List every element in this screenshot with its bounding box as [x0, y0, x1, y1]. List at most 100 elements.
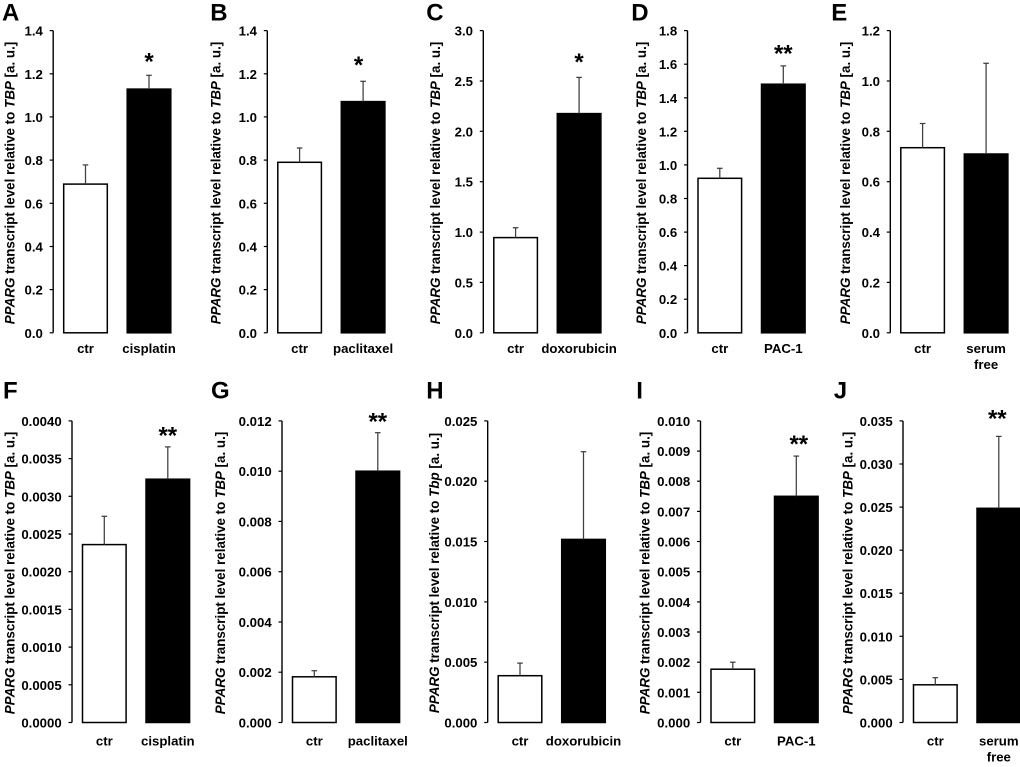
svg-text:1.4: 1.4: [659, 91, 678, 106]
svg-text:paclitaxel: paclitaxel: [333, 341, 393, 356]
svg-text:0.0040: 0.0040: [21, 414, 61, 429]
svg-text:0.4: 0.4: [862, 225, 881, 240]
svg-text:J: J: [834, 378, 847, 405]
svg-text:H: H: [426, 378, 443, 405]
svg-text:**: **: [368, 409, 387, 436]
svg-text:0.025: 0.025: [444, 414, 477, 429]
svg-text:0.5: 0.5: [455, 275, 473, 290]
svg-text:0.0025: 0.0025: [21, 527, 61, 542]
svg-text:serum: serum: [966, 341, 1006, 356]
svg-text:ctr: ctr: [507, 341, 524, 356]
svg-text:0.6: 0.6: [862, 175, 880, 190]
svg-text:A: A: [2, 0, 19, 27]
svg-text:0.0000: 0.0000: [21, 716, 61, 731]
svg-text:0.010: 0.010: [657, 414, 690, 429]
svg-text:1.2: 1.2: [25, 67, 43, 82]
svg-text:0.0030: 0.0030: [21, 489, 61, 504]
svg-text:I: I: [636, 378, 643, 405]
svg-text:cisplatin: cisplatin: [141, 734, 195, 749]
svg-text:PPARG transcript level relativ: PPARG transcript level relative to TBP […: [213, 432, 228, 715]
svg-text:*: *: [574, 49, 584, 76]
svg-text:doxorubicin: doxorubicin: [546, 734, 621, 749]
svg-text:0.4: 0.4: [239, 240, 258, 255]
svg-text:0.2: 0.2: [239, 283, 257, 298]
svg-text:ctr: ctr: [724, 734, 741, 749]
svg-text:0.005: 0.005: [444, 655, 477, 670]
svg-text:free: free: [974, 357, 998, 372]
svg-text:0.2: 0.2: [659, 292, 677, 307]
svg-text:serum: serum: [979, 734, 1019, 749]
svg-text:0.001: 0.001: [657, 685, 690, 700]
svg-text:0.8: 0.8: [659, 192, 677, 207]
svg-text:0.6: 0.6: [239, 196, 257, 211]
svg-text:0.0: 0.0: [25, 326, 43, 341]
svg-text:1.4: 1.4: [25, 24, 44, 39]
svg-text:**: **: [988, 405, 1007, 432]
svg-text:ctr: ctr: [306, 734, 323, 749]
svg-text:0.005: 0.005: [860, 672, 893, 687]
svg-text:0.2: 0.2: [25, 283, 43, 298]
svg-text:0.0010: 0.0010: [21, 640, 61, 655]
svg-text:2.0: 2.0: [455, 124, 473, 139]
svg-text:PPARG transcript level relativ: PPARG transcript level relative to TBP […: [838, 42, 853, 325]
svg-text:0.006: 0.006: [239, 565, 272, 580]
svg-text:0.0: 0.0: [455, 326, 473, 341]
svg-text:PPARG transcript level relativ: PPARG transcript level relative to TBP […: [3, 432, 18, 715]
svg-text:**: **: [158, 422, 177, 449]
svg-text:1.6: 1.6: [659, 57, 677, 72]
svg-text:ctr: ctr: [77, 341, 94, 356]
svg-text:0.2: 0.2: [862, 275, 880, 290]
svg-text:ctr: ctr: [512, 734, 529, 749]
svg-text:0.000: 0.000: [860, 716, 893, 731]
svg-text:0.000: 0.000: [657, 716, 690, 731]
svg-text:PPARG transcript level relativ: PPARG transcript level relative to TBP […: [3, 42, 18, 325]
svg-text:1.2: 1.2: [659, 124, 677, 139]
svg-text:0.010: 0.010: [444, 595, 477, 610]
svg-text:PAC-1: PAC-1: [764, 341, 803, 356]
svg-text:0.015: 0.015: [860, 586, 893, 601]
svg-text:0.0: 0.0: [659, 326, 677, 341]
svg-text:PPARG transcript level relativ: PPARG transcript level relative to TBP […: [637, 432, 652, 715]
svg-text:0.004: 0.004: [657, 595, 691, 610]
svg-text:0.020: 0.020: [860, 543, 893, 558]
svg-text:0.0020: 0.0020: [21, 565, 61, 580]
svg-text:0.0035: 0.0035: [21, 452, 61, 467]
svg-text:0.4: 0.4: [659, 259, 678, 274]
svg-text:1.5: 1.5: [455, 175, 473, 190]
svg-text:1.0: 1.0: [25, 110, 43, 125]
svg-text:G: G: [211, 378, 230, 405]
svg-text:0.006: 0.006: [657, 535, 690, 550]
svg-text:0.012: 0.012: [239, 414, 272, 429]
svg-text:2.5: 2.5: [455, 74, 473, 89]
svg-text:0.010: 0.010: [239, 464, 272, 479]
svg-text:0.009: 0.009: [657, 444, 690, 459]
svg-text:0.035: 0.035: [860, 414, 893, 429]
svg-text:1.4: 1.4: [239, 24, 258, 39]
svg-text:3.0: 3.0: [455, 24, 473, 39]
svg-text:0.004: 0.004: [239, 615, 273, 630]
svg-text:ctr: ctr: [96, 734, 113, 749]
svg-text:0.0005: 0.0005: [21, 678, 61, 693]
svg-text:1.0: 1.0: [659, 158, 677, 173]
svg-text:0.0: 0.0: [239, 326, 257, 341]
svg-text:1.2: 1.2: [862, 24, 880, 39]
svg-text:PAC-1: PAC-1: [777, 734, 816, 749]
svg-text:PPARG transcript level relativ: PPARG transcript level relative to TBP […: [208, 42, 223, 325]
svg-text:cisplatin: cisplatin: [122, 341, 176, 356]
svg-text:0.6: 0.6: [25, 196, 43, 211]
svg-text:0.000: 0.000: [239, 716, 272, 731]
svg-text:0.020: 0.020: [444, 474, 477, 489]
svg-text:1.2: 1.2: [239, 67, 257, 82]
svg-text:0.010: 0.010: [860, 629, 893, 644]
svg-text:0.8: 0.8: [25, 153, 43, 168]
svg-text:PPARG transcript level relativ: PPARG transcript level relative to Tbp […: [427, 433, 442, 713]
svg-text:ctr: ctr: [711, 341, 728, 356]
svg-text:0.8: 0.8: [239, 153, 257, 168]
svg-text:0.002: 0.002: [239, 665, 272, 680]
svg-text:D: D: [631, 0, 648, 27]
svg-text:*: *: [354, 52, 364, 79]
svg-text:PPARG transcript level relativ: PPARG transcript level relative to TBP […: [634, 42, 649, 325]
svg-text:0.0: 0.0: [862, 326, 880, 341]
svg-text:PPARG transcript level relativ: PPARG transcript level relative to TBP […: [841, 432, 856, 715]
svg-text:0.000: 0.000: [444, 716, 477, 731]
